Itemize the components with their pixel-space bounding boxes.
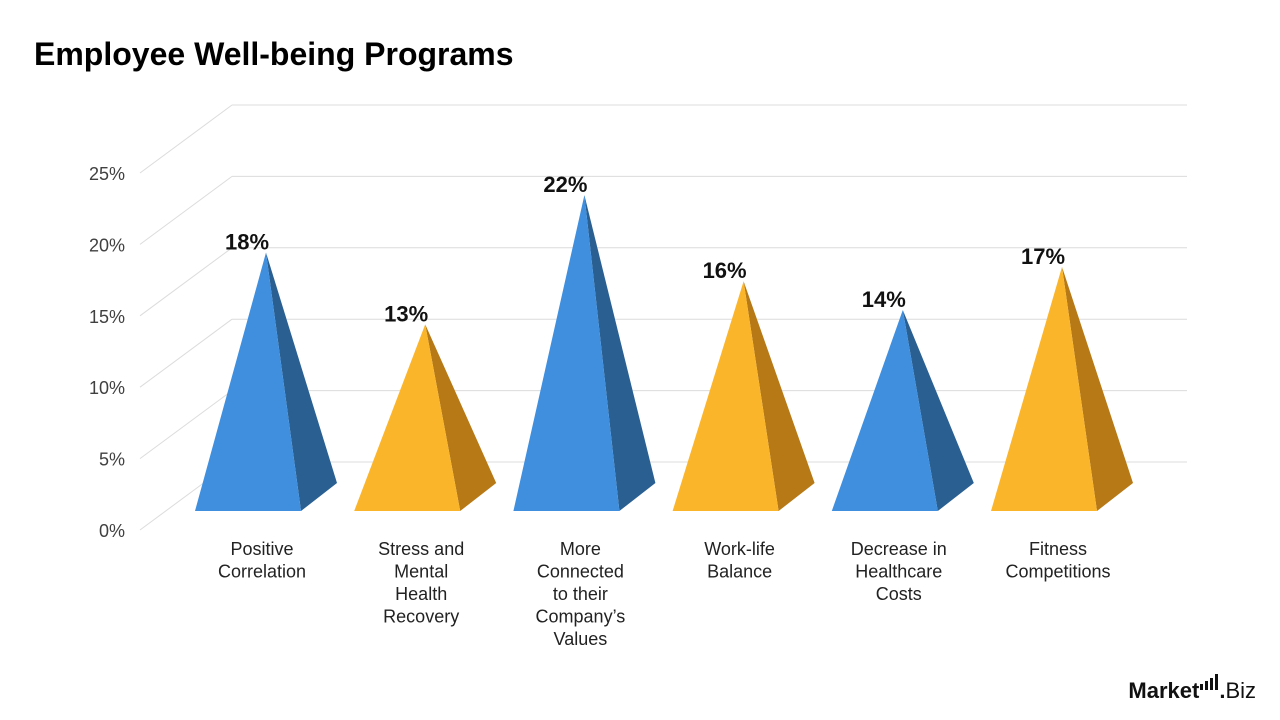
gridline-diagonal bbox=[139, 247, 233, 317]
bar-side bbox=[425, 324, 497, 511]
bar bbox=[513, 195, 620, 511]
y-tick-label: 5% bbox=[99, 450, 125, 470]
bar-side bbox=[902, 309, 974, 511]
bar bbox=[354, 324, 461, 511]
brand-biz-text: Biz bbox=[1225, 678, 1256, 703]
data-label: 17% bbox=[1021, 244, 1065, 269]
bar bbox=[991, 266, 1097, 511]
y-tick-label: 25% bbox=[89, 164, 125, 184]
bar-side bbox=[584, 195, 656, 511]
bar bbox=[195, 252, 301, 511]
data-label: 14% bbox=[862, 287, 906, 312]
y-tick-label: 10% bbox=[89, 378, 125, 398]
data-label: 22% bbox=[543, 172, 587, 197]
brand-market-text: Market bbox=[1128, 678, 1200, 703]
gridline-diagonal bbox=[139, 175, 233, 245]
bar bbox=[672, 281, 779, 511]
x-tick-label: More Connected to their Company’s Values bbox=[536, 539, 626, 649]
y-tick-label: 20% bbox=[89, 235, 125, 255]
gridline-diagonal bbox=[139, 390, 233, 460]
bar-side bbox=[1062, 266, 1133, 511]
brand-dot-text: . bbox=[1219, 678, 1226, 703]
x-tick-label: Fitness Competitions bbox=[1005, 539, 1110, 582]
data-label: 13% bbox=[384, 301, 428, 326]
data-label: 16% bbox=[703, 258, 747, 283]
brand-bars-icon bbox=[1200, 674, 1219, 690]
chart-title: Employee Well-being Programs bbox=[34, 36, 514, 72]
gridline-diagonal bbox=[139, 104, 233, 174]
x-tick-label: Positive Correlation bbox=[218, 539, 306, 582]
x-tick-label: Work-life Balance bbox=[704, 539, 775, 582]
data-label: 18% bbox=[225, 230, 269, 255]
gridline-diagonal bbox=[139, 318, 233, 388]
y-tick-label: 15% bbox=[89, 307, 125, 327]
y-tick-label: 0% bbox=[99, 521, 125, 541]
bar-side bbox=[743, 281, 815, 511]
x-tick-label: Stress and Mental Health Recovery bbox=[378, 539, 464, 627]
brand-logo: Market . Biz bbox=[1128, 674, 1256, 702]
x-tick-label: Decrease in Healthcare Costs bbox=[851, 539, 947, 604]
bar-side bbox=[266, 252, 337, 511]
bar bbox=[831, 309, 938, 511]
